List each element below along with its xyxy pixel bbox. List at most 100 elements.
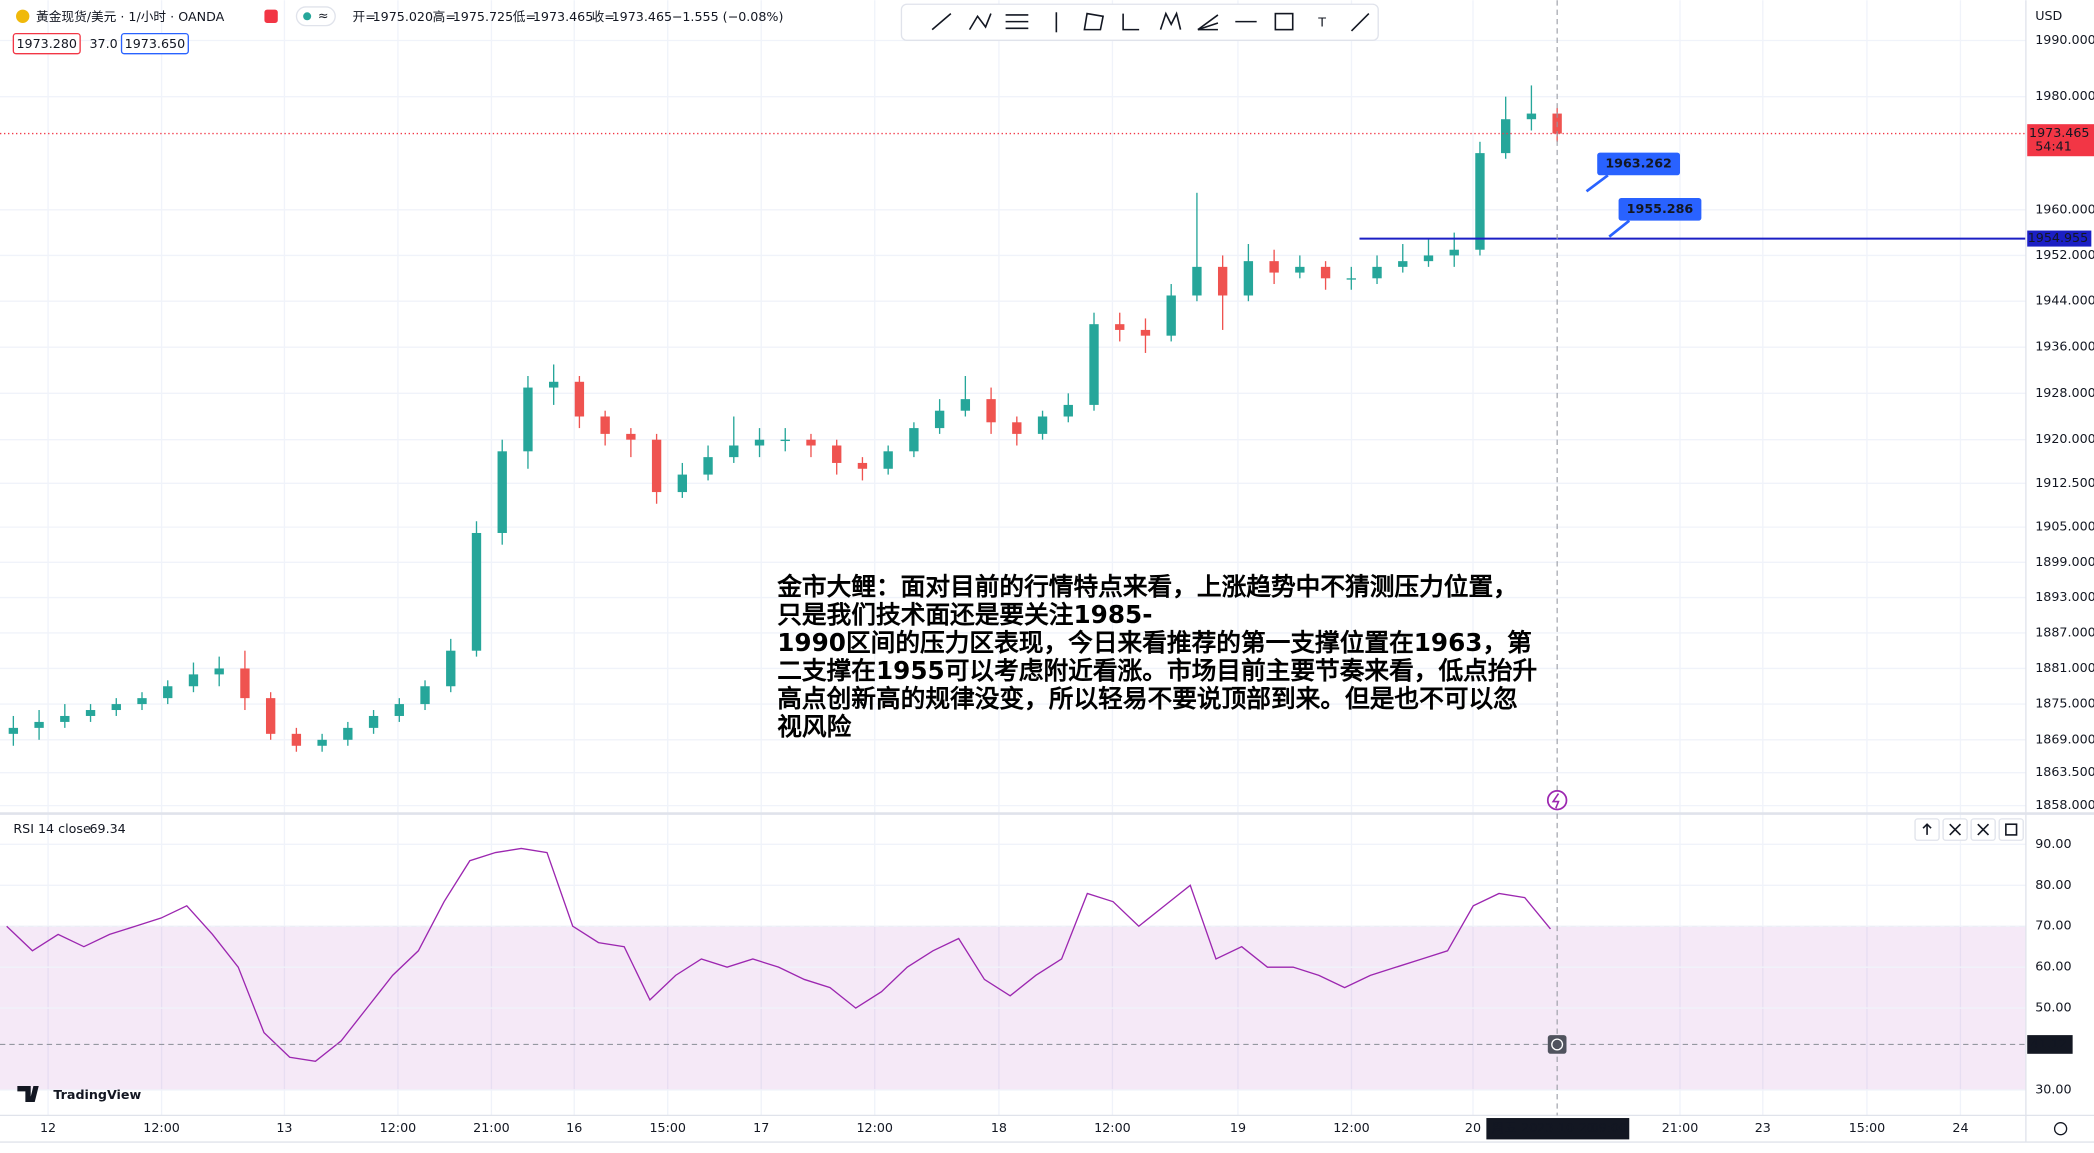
rsi-tick-label: 50.00 [2035, 1000, 2071, 1015]
event-icon [1551, 793, 1560, 809]
candle-body [960, 399, 971, 411]
ohlc-label: 低= [513, 9, 536, 24]
candle-body [471, 532, 482, 651]
callout-box [1618, 197, 1702, 221]
candle-body [497, 451, 507, 533]
y-tick-label: 1881.000 [2035, 660, 2094, 675]
tool-xabcd[interactable] [1159, 11, 1182, 30]
candle-body [343, 727, 353, 740]
tool-pattern[interactable] [1083, 12, 1105, 31]
x-tick-label: 16 [566, 1120, 582, 1135]
symbol-icon [16, 9, 30, 23]
x-tick-label: 12:00 [1333, 1120, 1370, 1135]
tool-text[interactable]: T [1317, 14, 1326, 29]
y-tick-label: 1863.500 [2035, 764, 2094, 779]
crosshair-value-box [2027, 1035, 2073, 1054]
y-tick-label: 1912.500 [2035, 475, 2094, 490]
crosshair-value: 41.12 [2030, 1036, 2066, 1051]
currency: USD [2035, 8, 2062, 23]
rsi-tick-label: 80.00 [2035, 877, 2071, 892]
callout-box [1597, 152, 1681, 176]
icon [2005, 823, 2018, 836]
candle-body [883, 451, 893, 469]
tool-ray[interactable] [1350, 13, 1370, 32]
toggle-icon: ≈ [318, 8, 329, 23]
x-tick-label: 21:00 [473, 1120, 510, 1135]
rsi-tick-label: 30.00 [2035, 1081, 2071, 1096]
annotation-line: 只是我们技术面还是要关注1985- [777, 600, 1152, 629]
candle-body [1526, 113, 1537, 120]
annotation-line: 金市大鲤：面对目前的行情特点来看，上涨趋势中不猜测压力位置， [776, 572, 1518, 601]
candle-body [368, 715, 379, 728]
tool-fan[interactable] [1197, 14, 1219, 31]
ask-box[interactable] [120, 32, 189, 55]
candle-body [677, 474, 688, 493]
y-tick-label: 1960.000 [2035, 201, 2094, 216]
crosshair-time-box [1486, 1118, 1630, 1140]
bid-box[interactable] [12, 32, 81, 55]
candle-body [8, 727, 19, 734]
x-tick-label: 12:00 [143, 1120, 180, 1135]
candle-body [1423, 255, 1434, 262]
grid-layer [0, 0, 2026, 1116]
rsi-label: RSI 14 close [13, 821, 91, 836]
candle-body [549, 381, 559, 388]
brand: TradingView [53, 1087, 141, 1102]
icon [1922, 823, 1932, 835]
tool-pitchfork[interactable] [968, 13, 992, 31]
add-button[interactable] [1547, 1035, 1567, 1054]
candle-body [523, 387, 533, 452]
candle-body [1320, 266, 1331, 279]
flag-icon[interactable] [264, 9, 278, 23]
candle-body [1475, 153, 1485, 250]
y-tick-label: 1905.000 [2035, 519, 2094, 534]
toggle[interactable] [295, 6, 336, 27]
candle-body [909, 428, 919, 452]
candle-body [1089, 324, 1099, 405]
rsi-line [6, 847, 1551, 1063]
candle-body [214, 668, 224, 675]
maximize-button[interactable] [1998, 818, 2024, 841]
settings-button[interactable] [2053, 1122, 2068, 1136]
last-price-box [2027, 124, 2094, 157]
tool-rect[interactable] [1274, 12, 1294, 31]
y-tick-label: 1858.000 [2035, 797, 2094, 812]
candle-body [34, 721, 44, 728]
event-marker[interactable] [1546, 789, 1568, 811]
callout-pointer [1608, 219, 1631, 238]
candle-body [626, 433, 636, 440]
candle-body [857, 462, 868, 469]
drawing-toolbar: T [900, 3, 1379, 41]
tool-trend[interactable] [931, 12, 952, 31]
series-layer [0, 85, 2026, 1063]
candle-body [317, 739, 327, 746]
candle-body [1346, 278, 1356, 280]
y-tick-label: 1990.000 [2035, 32, 2094, 47]
candle-body [1115, 324, 1125, 330]
rsi-tick-label: 70.00 [2035, 918, 2071, 933]
candle-body [291, 733, 302, 746]
candle-body [780, 439, 790, 442]
tool-fib[interactable] [1005, 14, 1029, 30]
candle-body [1012, 422, 1022, 434]
annotation: 金市大鲤：面对目前的行情特点来看，上涨趋势中不猜测压力位置， 只是我们技术面还是… [776, 572, 1537, 741]
tool-angle[interactable] [1122, 13, 1140, 31]
candle-body [832, 445, 842, 463]
y-tick-label: 1869.000 [2035, 731, 2094, 746]
y-tick-label: 1936.000 [2035, 339, 2094, 354]
candle-body [574, 381, 585, 417]
pane-buttons [1914, 818, 2024, 841]
y-tick-label: 1980.000 [2035, 88, 2094, 103]
ohlc-value: 1975.020 [373, 9, 433, 24]
candle-body [1037, 416, 1048, 434]
candle-body [1269, 261, 1279, 273]
candle-body [1166, 295, 1176, 336]
y-tick-label: 1899.000 [2035, 554, 2094, 569]
candle-body [446, 650, 456, 687]
candle-body [137, 698, 147, 705]
rsi-tick-label: 90.00 [2035, 836, 2071, 851]
y-tick-label: 1944.000 [2035, 293, 2094, 308]
countdown: 54:41 [2035, 138, 2072, 153]
